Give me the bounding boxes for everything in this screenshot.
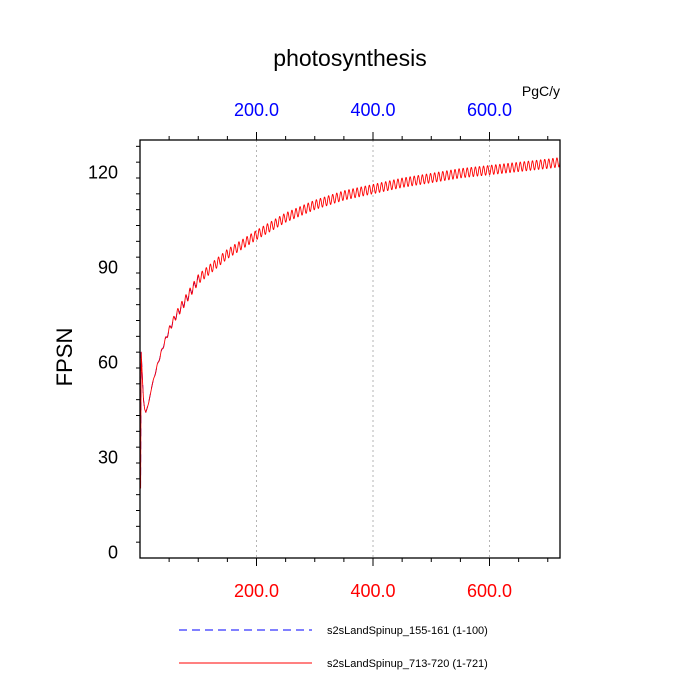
legend: s2sLandSpinup_155-161 (1-100) s2sLandSpin…: [179, 625, 488, 670]
chart-title: photosynthesis: [273, 45, 426, 71]
y-tick-label-30: 30: [98, 448, 118, 468]
plot-frame: [139, 139, 561, 559]
y-tick-label-0: 0: [108, 543, 118, 563]
axis-ticks: 0 30 60 90 120 200.0 400.0 600.0 200.0 400.0 600.0: [88, 100, 549, 601]
x-gridlines: [256, 140, 491, 558]
units-label: PgC/y: [522, 83, 560, 99]
top-tick-label-200: 200.0: [234, 100, 279, 120]
y-tick-label-60: 60: [98, 353, 118, 373]
series-lines: [140, 157, 561, 489]
legend-label-1: s2sLandSpinup_155-161 (1-100): [327, 625, 488, 637]
series-line-2: [140, 157, 561, 489]
legend-label-2: s2sLandSpinup_713-720 (1-721): [327, 658, 488, 670]
top-tick-label-600: 600.0: [467, 100, 512, 120]
bottom-tick-label-600: 600.0: [467, 581, 512, 601]
y-tick-label-90: 90: [98, 258, 118, 278]
series-line-1: [140, 276, 199, 489]
bottom-tick-label-400: 400.0: [350, 581, 395, 601]
y-tick-label-120: 120: [88, 163, 118, 183]
bottom-tick-label-200: 200.0: [234, 581, 279, 601]
y-axis-label: FPSN: [52, 328, 77, 387]
top-tick-label-400: 400.0: [350, 100, 395, 120]
